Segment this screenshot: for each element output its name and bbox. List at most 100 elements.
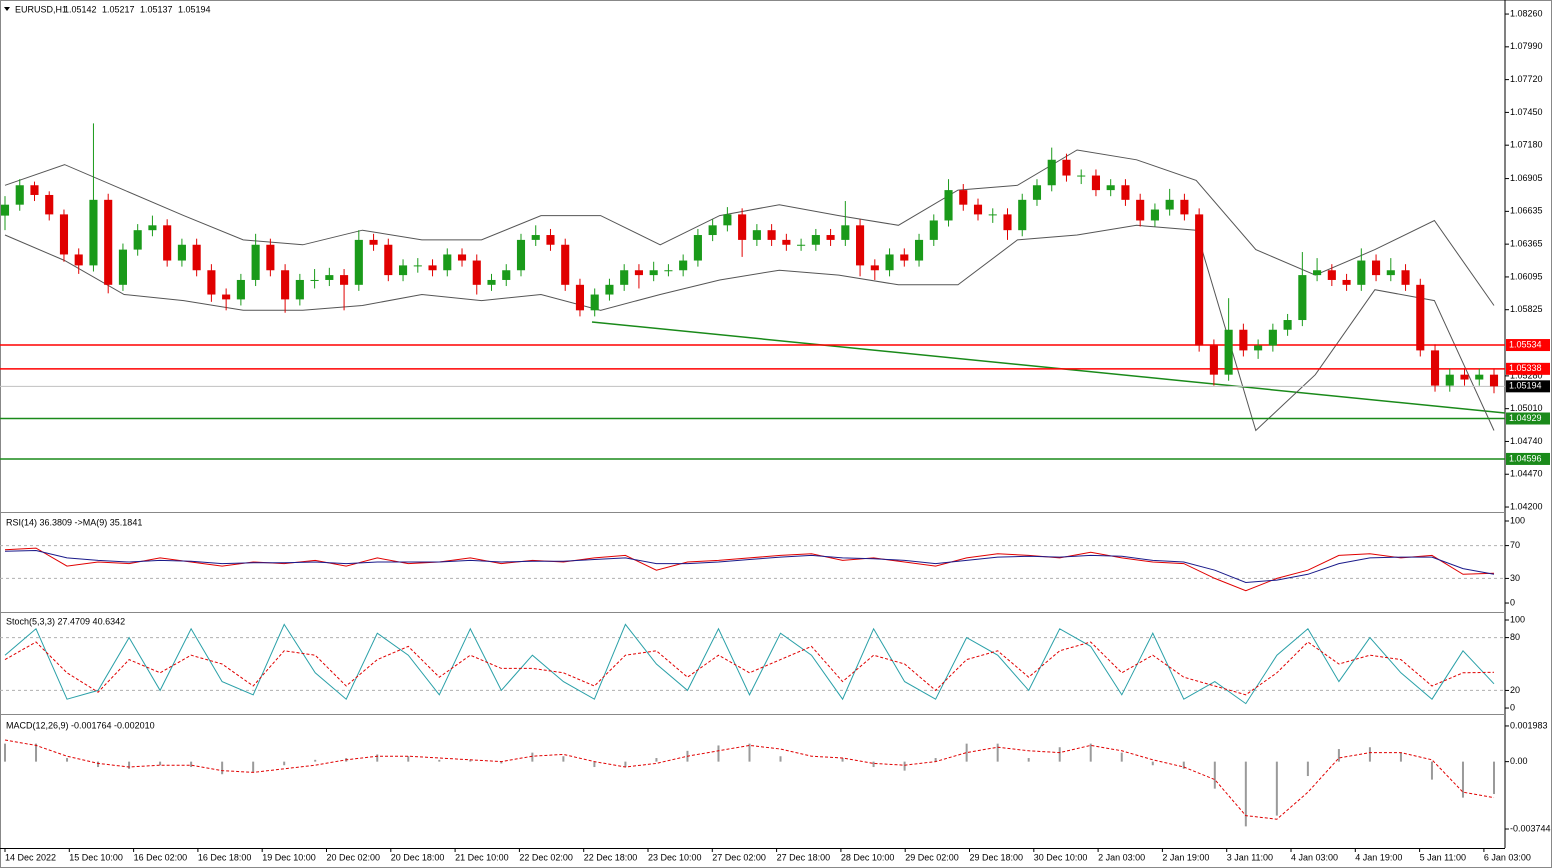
candle-body (782, 239, 791, 245)
candle-body (752, 230, 761, 240)
candle-body (1091, 175, 1101, 191)
level-label: 1.04929 (1509, 413, 1542, 423)
time-label: 15 Dec 10:00 (69, 852, 123, 862)
candle-body (723, 214, 732, 226)
candle-body (1209, 345, 1218, 375)
y-tick-label: 1.07990 (1510, 41, 1543, 51)
candle-body (988, 214, 997, 216)
y-tick-label: 1.04200 (1510, 501, 1543, 511)
candle-body (1121, 185, 1130, 200)
candle-body (561, 244, 570, 285)
time-label: 5 Jan 11:00 (1420, 852, 1466, 862)
candle-body (856, 225, 865, 266)
candle-body (531, 235, 540, 240)
y-tick-label: 30 (1510, 573, 1520, 583)
indicator-line (4, 549, 1495, 584)
time-label: 2 Jan 03:00 (1098, 852, 1145, 862)
y-tick-label: 1.07450 (1510, 107, 1543, 117)
candle-body (1062, 159, 1071, 176)
level-tag (1506, 452, 1550, 465)
candle-body (797, 244, 806, 246)
candle-body (693, 235, 702, 261)
trend-line[interactable] (591, 321, 1506, 414)
time-label: 14 Dec 2022 (5, 852, 56, 862)
level-label: 1.04596 (1509, 453, 1542, 463)
time-label: 29 Dec 18:00 (970, 852, 1024, 862)
symbol-menu-icon[interactable] (4, 7, 10, 11)
time-label: 2 Jan 19:00 (1162, 852, 1209, 862)
candle-body (664, 270, 673, 272)
level-tag (1506, 339, 1550, 352)
candle-body (1342, 279, 1351, 285)
time-label: 16 Dec 18:00 (198, 852, 252, 862)
candle-body (1475, 374, 1484, 380)
candle-body (59, 214, 69, 255)
candle-body (1298, 275, 1307, 321)
candle-body (398, 265, 408, 276)
time-label: 6 Jan 03:00 (1484, 852, 1531, 862)
time-label: 23 Dec 10:00 (648, 852, 702, 862)
y-tick-label: 0 (1510, 702, 1515, 712)
y-tick-label: 0 (1510, 597, 1515, 607)
candle-body (251, 244, 260, 280)
symbol-title: EURUSD,H1 (15, 4, 67, 14)
candle-body (929, 220, 938, 240)
time-label: 20 Dec 02:00 (327, 852, 381, 862)
candle-body (1195, 214, 1204, 346)
candle-body (1180, 199, 1189, 215)
candle-body (590, 294, 599, 311)
level-tag (1506, 412, 1550, 425)
candle-body (104, 199, 113, 285)
y-tick-label: 1.05825 (1510, 304, 1543, 314)
y-tick-label: 1.04470 (1510, 469, 1543, 479)
candle-body (1136, 199, 1145, 221)
y-tick-label: 0.00 (1510, 756, 1528, 766)
indicator-line (4, 739, 1495, 820)
time-label: 3 Jan 11:00 (1227, 852, 1273, 862)
candle-body (148, 225, 157, 231)
level-tag (1506, 362, 1550, 375)
level-label: 1.05534 (1509, 339, 1542, 349)
y-tick-label: 100 (1510, 614, 1525, 624)
y-tick-label: 70 (1510, 540, 1520, 550)
candle-body (1239, 329, 1248, 351)
candle-body (1150, 209, 1159, 221)
time-label: 4 Jan 03:00 (1291, 852, 1338, 862)
candle-body (649, 270, 658, 276)
indicator-line (4, 149, 1495, 306)
ohlc-value: 1.05217 (102, 4, 135, 14)
ohlc-value: 1.05137 (140, 4, 173, 14)
indicator-title: MACD(12,26,9) -0.001764 -0.002010 (6, 720, 155, 730)
candle-body (914, 239, 924, 261)
time-label: 19 Dec 10:00 (262, 852, 316, 862)
candle-body (1489, 374, 1499, 387)
candle-body (679, 260, 688, 271)
candle-body (325, 275, 334, 280)
candle-body (428, 265, 437, 271)
y-tick-label: 1.07720 (1510, 74, 1543, 84)
candle-body (340, 275, 349, 285)
candle-body (236, 279, 245, 300)
candle-body (133, 230, 142, 250)
candle-body (443, 254, 452, 271)
candle-body (45, 194, 54, 215)
candle-body (1445, 374, 1454, 386)
time-label: 16 Dec 02:00 (134, 852, 188, 862)
candle-body (1416, 284, 1425, 351)
last-price-label: 1.05194 (1509, 381, 1542, 391)
candle-body (118, 249, 127, 285)
candle-body (1372, 260, 1381, 276)
y-tick-label: 1.04740 (1510, 436, 1543, 446)
candle-body (738, 214, 747, 240)
candle-body (885, 254, 894, 271)
time-label: 27 Dec 02:00 (712, 852, 766, 862)
y-tick-label: 0.001983 (1510, 720, 1548, 730)
candle-body (369, 239, 378, 245)
candle-body (1032, 185, 1042, 200)
time-label: 21 Dec 10:00 (455, 852, 509, 862)
candle-body (1313, 270, 1322, 276)
candle-body (1254, 345, 1263, 351)
candle-body (516, 239, 526, 271)
y-tick-label: 1.05280 (1510, 370, 1543, 380)
